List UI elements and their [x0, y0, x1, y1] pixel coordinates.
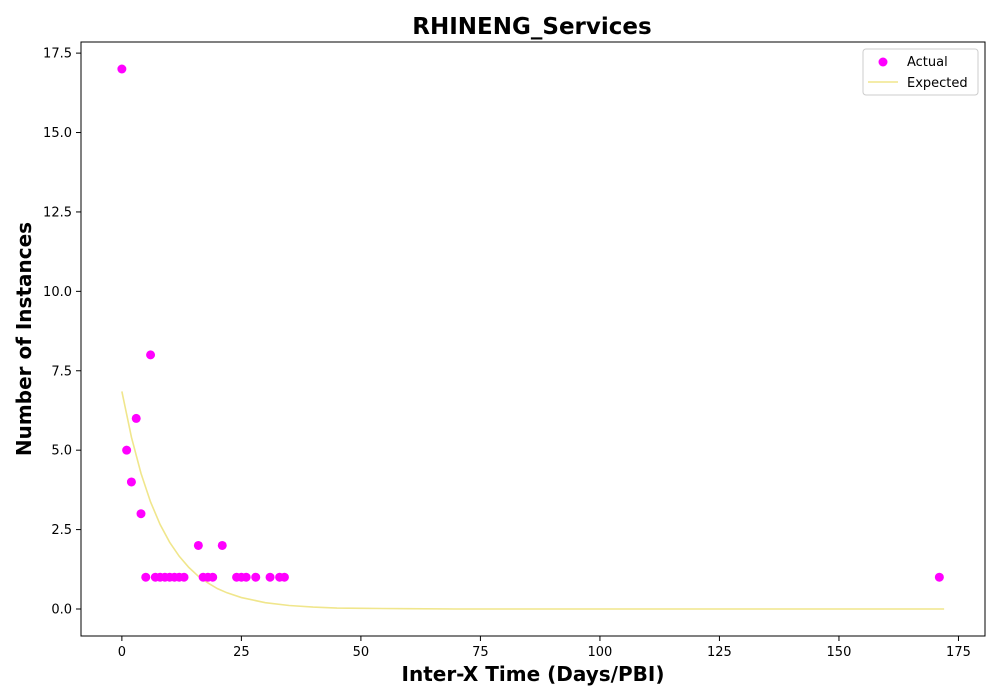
actual-point — [126, 477, 136, 487]
x-tick-label: 100 — [588, 645, 613, 660]
legend-label-actual: Actual — [907, 55, 948, 70]
y-tick-label: 17.5 — [43, 47, 72, 62]
actual-point — [279, 572, 289, 582]
legend-marker-actual — [878, 57, 888, 67]
actual-point — [217, 540, 227, 550]
y-tick-label: 7.5 — [51, 364, 72, 379]
legend-label-expected: Expected — [907, 76, 968, 91]
legend-box — [862, 48, 979, 96]
x-tick-label: 25 — [233, 645, 250, 660]
actual-point — [141, 572, 151, 582]
chart-title: RHINENG_Services — [412, 14, 651, 40]
legend: Actual Expected — [862, 48, 979, 96]
actual-point — [179, 572, 189, 582]
actual-point — [251, 572, 261, 582]
y-tick-label: 10.0 — [43, 285, 72, 300]
axes-frame — [80, 41, 986, 637]
y-tick-label: 15.0 — [43, 126, 72, 141]
y-axis-title: Number of Instances — [12, 222, 36, 456]
actual-point — [136, 509, 146, 519]
plot-area: 0 25 50 75 100 125 150 175 0.0 2.5 5.0 7.5 10.0 12.5 1… — [43, 47, 971, 660]
expected-line — [121, 391, 945, 610]
x-tick-label: 50 — [353, 645, 370, 660]
x-tick-label: 0 — [118, 645, 126, 660]
x-axis-title: Inter-X Time (Days/PBI) — [402, 662, 665, 686]
actual-point — [131, 413, 141, 423]
y-tick-label: 5.0 — [51, 444, 72, 459]
x-tick-label: 125 — [707, 645, 732, 660]
actual-point — [122, 445, 132, 455]
actual-point — [934, 572, 944, 582]
actual-point — [241, 572, 251, 582]
actual-point — [117, 64, 127, 74]
y-tick-label: 12.5 — [43, 205, 72, 220]
actual-point — [265, 572, 275, 582]
y-tick-label: 0.0 — [51, 603, 72, 618]
x-tick-label: 150 — [827, 645, 852, 660]
actual-point — [193, 540, 203, 550]
x-tick-label: 75 — [472, 645, 489, 660]
y-tick-label: 2.5 — [51, 523, 72, 538]
actual-point — [208, 572, 218, 582]
actual-point — [146, 350, 156, 360]
x-tick-label: 175 — [946, 645, 971, 660]
